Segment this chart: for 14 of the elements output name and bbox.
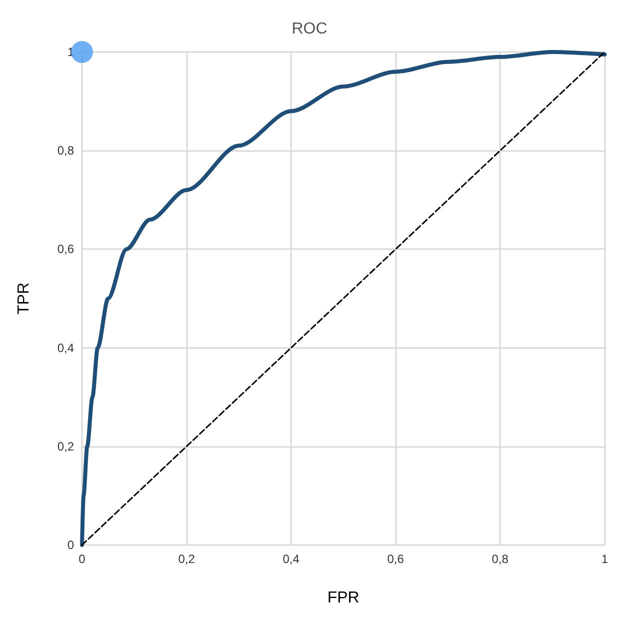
x-tick-label: 0 (78, 552, 86, 566)
y-tick-label: 0,2 (57, 439, 74, 454)
x-tick-label: 0,4 (282, 552, 300, 566)
y-tick-label: 0,4 (57, 340, 74, 355)
x-tick-label: 0,2 (178, 552, 196, 566)
x-tick-label: 0,6 (387, 552, 404, 566)
y-tick-label: 0,8 (57, 144, 74, 158)
x-tick-label: 0,8 (492, 552, 509, 566)
y-axis-title: TPR (16, 282, 32, 314)
chart-title: ROC (292, 20, 328, 38)
y-tick-label: 0,6 (57, 242, 74, 256)
x-tick-label: 1 (601, 552, 608, 566)
y-tick-label: 0 (67, 538, 74, 552)
x-axis-title: FPR (327, 590, 360, 606)
